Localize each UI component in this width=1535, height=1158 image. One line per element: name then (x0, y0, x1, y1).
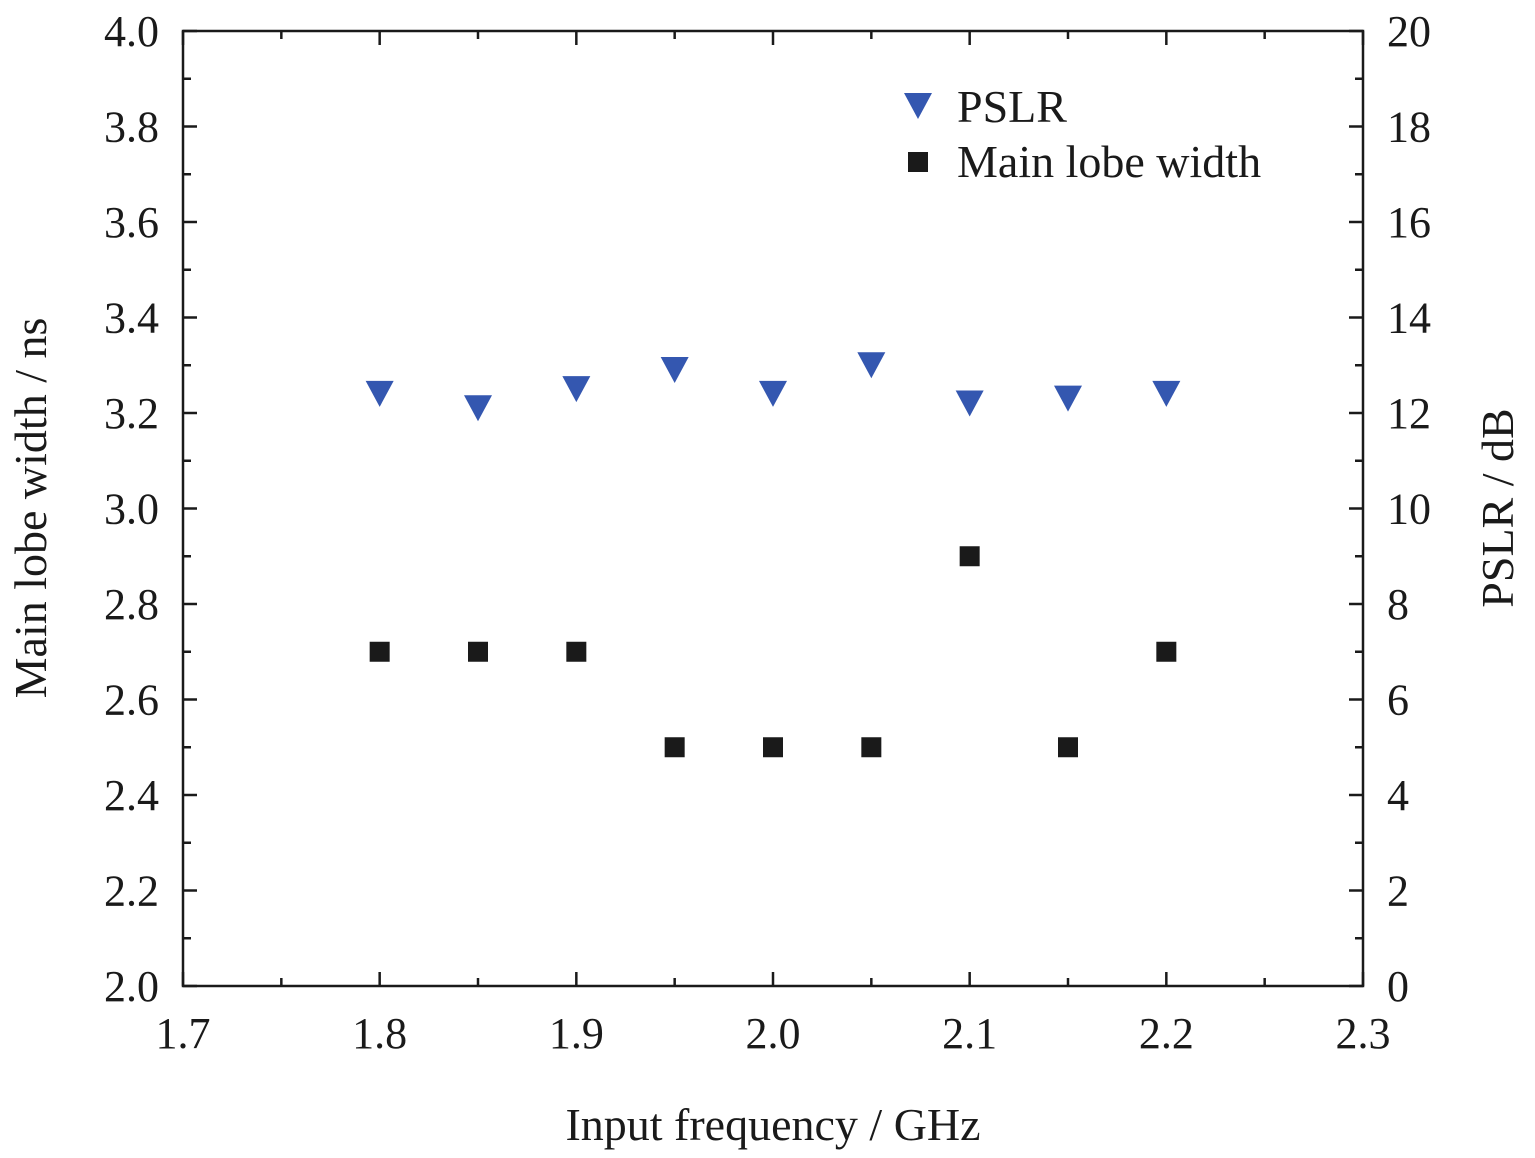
main-lobe-width-point (1156, 641, 1177, 662)
x-tick-label: 1.9 (549, 1009, 604, 1058)
y-right-tick-label: 0 (1387, 962, 1409, 1011)
legend: PSLR Main lobe width (904, 81, 1261, 187)
y-right-tick-label: 20 (1387, 7, 1431, 56)
pslr-point (562, 376, 591, 403)
main-lobe-width-point (369, 641, 390, 662)
ticks (181, 29, 1365, 988)
y-left-tick-label: 3.0 (104, 485, 159, 534)
y-left-tick-label: 2.6 (104, 676, 159, 725)
y-left-tick-label: 3.6 (104, 198, 159, 247)
y-right-tick-label: 10 (1387, 485, 1431, 534)
pslr-point (955, 390, 984, 417)
main-lobe-width-point (763, 737, 783, 758)
legend-marker-main-lobe-width (908, 152, 928, 172)
pslr-point (1152, 380, 1181, 407)
pslr-point (857, 352, 886, 379)
main-lobe-width-point (468, 641, 488, 662)
y-left-tick-label: 3.2 (104, 389, 159, 438)
y-right-tick-label: 12 (1387, 389, 1431, 438)
y-right-tick-label: 4 (1387, 771, 1409, 820)
legend-label-pslr: PSLR (957, 81, 1067, 132)
main-lobe-width-point (959, 546, 980, 567)
legend-triangle-icon (904, 93, 932, 119)
y-left-tick-label: 2.2 (104, 867, 159, 916)
y-left-tick-label: 2.0 (104, 962, 159, 1011)
x-tick-label: 2.1 (942, 1009, 997, 1058)
x-tick-label: 2.0 (746, 1009, 801, 1058)
pslr-point (660, 357, 689, 384)
y-right-tick-label: 6 (1387, 676, 1409, 725)
y-right-tick-label: 14 (1387, 294, 1431, 343)
y-right-tick-label: 16 (1387, 198, 1431, 247)
data-points (365, 352, 1181, 758)
y-left-tick-label: 3.4 (104, 294, 159, 343)
x-tick-label: 2.3 (1336, 1009, 1391, 1058)
y-axis-left-title: Main lobe width / ns (5, 318, 56, 699)
main-lobe-width-point (861, 737, 882, 758)
x-tick-label: 1.7 (156, 1009, 211, 1058)
legend-marker-pslr (904, 93, 932, 119)
pslr-point (1054, 385, 1082, 412)
main-lobe-width-point (664, 737, 685, 758)
legend-label-main-lobe-width: Main lobe width (957, 136, 1261, 187)
legend-square-icon (908, 152, 928, 172)
y-right-tick-label: 8 (1387, 580, 1409, 629)
y-axis-right-title: PSLR / dB (1472, 408, 1523, 607)
x-tick-label: 1.8 (352, 1009, 407, 1058)
main-lobe-width-point (1058, 737, 1078, 758)
pslr-point (365, 380, 394, 407)
x-axis-title: Input frequency / GHz (565, 1099, 980, 1150)
main-lobe-width-point (566, 641, 587, 662)
y-right-tick-label: 2 (1387, 867, 1409, 916)
y-left-tick-label: 4.0 (104, 7, 159, 56)
x-tick-label: 2.2 (1139, 1009, 1194, 1058)
pslr-point (464, 395, 492, 422)
pslr-point (759, 380, 787, 407)
y-left-tick-label: 3.8 (104, 103, 159, 152)
y-right-tick-label: 18 (1387, 103, 1431, 152)
y-left-tick-label: 2.8 (104, 580, 159, 629)
y-left-tick-label: 2.4 (104, 771, 159, 820)
tick-labels: 1.7 1.8 1.9 2.0 2.1 2.2 2.3 2.0 2.2 2.4 2.6 2.8 3.0 3… (104, 7, 1431, 1058)
